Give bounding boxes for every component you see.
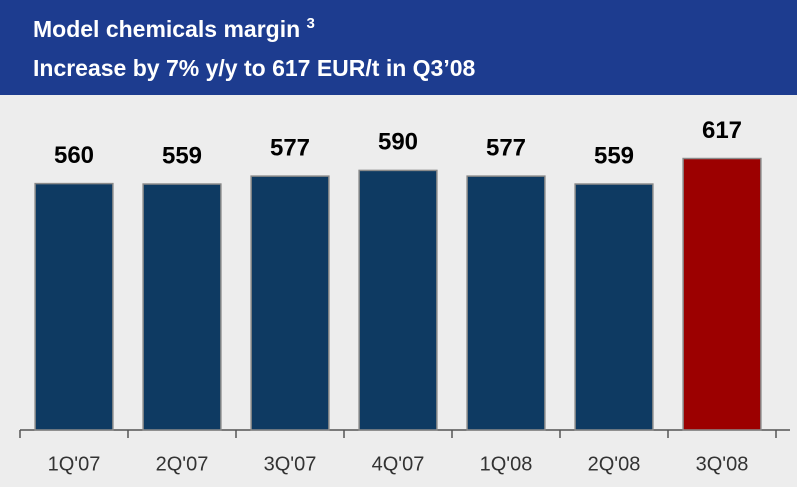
title-text: Model chemicals margin [33,16,300,42]
x-tick-label: 2Q'07 [156,453,209,475]
header-band [0,0,797,95]
value-label: 577 [486,134,526,161]
bar [574,183,654,431]
bar [142,183,222,431]
value-label: 577 [270,134,310,161]
footnote-mark: 3 [307,15,315,32]
chart-subtitle: Increase by 7% y/y to 617 EUR/t in Q3’08 [33,55,476,81]
value-label: 590 [378,129,418,156]
value-label: 559 [162,142,202,169]
bar [34,182,114,431]
x-tick-label: 1Q'07 [48,453,101,475]
value-label: 617 [702,117,742,144]
x-tick-label: 4Q'07 [372,453,425,475]
value-label: 560 [54,142,94,169]
bar [466,175,546,431]
x-tick-label: 2Q'08 [588,453,641,475]
bar [250,175,330,431]
value-label: 559 [594,142,634,169]
x-tick-label: 3Q'07 [264,453,317,475]
chart-title: Model chemicals margin 3 [33,15,315,42]
x-tick-label: 3Q'08 [696,453,749,475]
bar [358,169,438,431]
x-tick-label: 1Q'08 [480,453,533,475]
bar [682,157,762,431]
